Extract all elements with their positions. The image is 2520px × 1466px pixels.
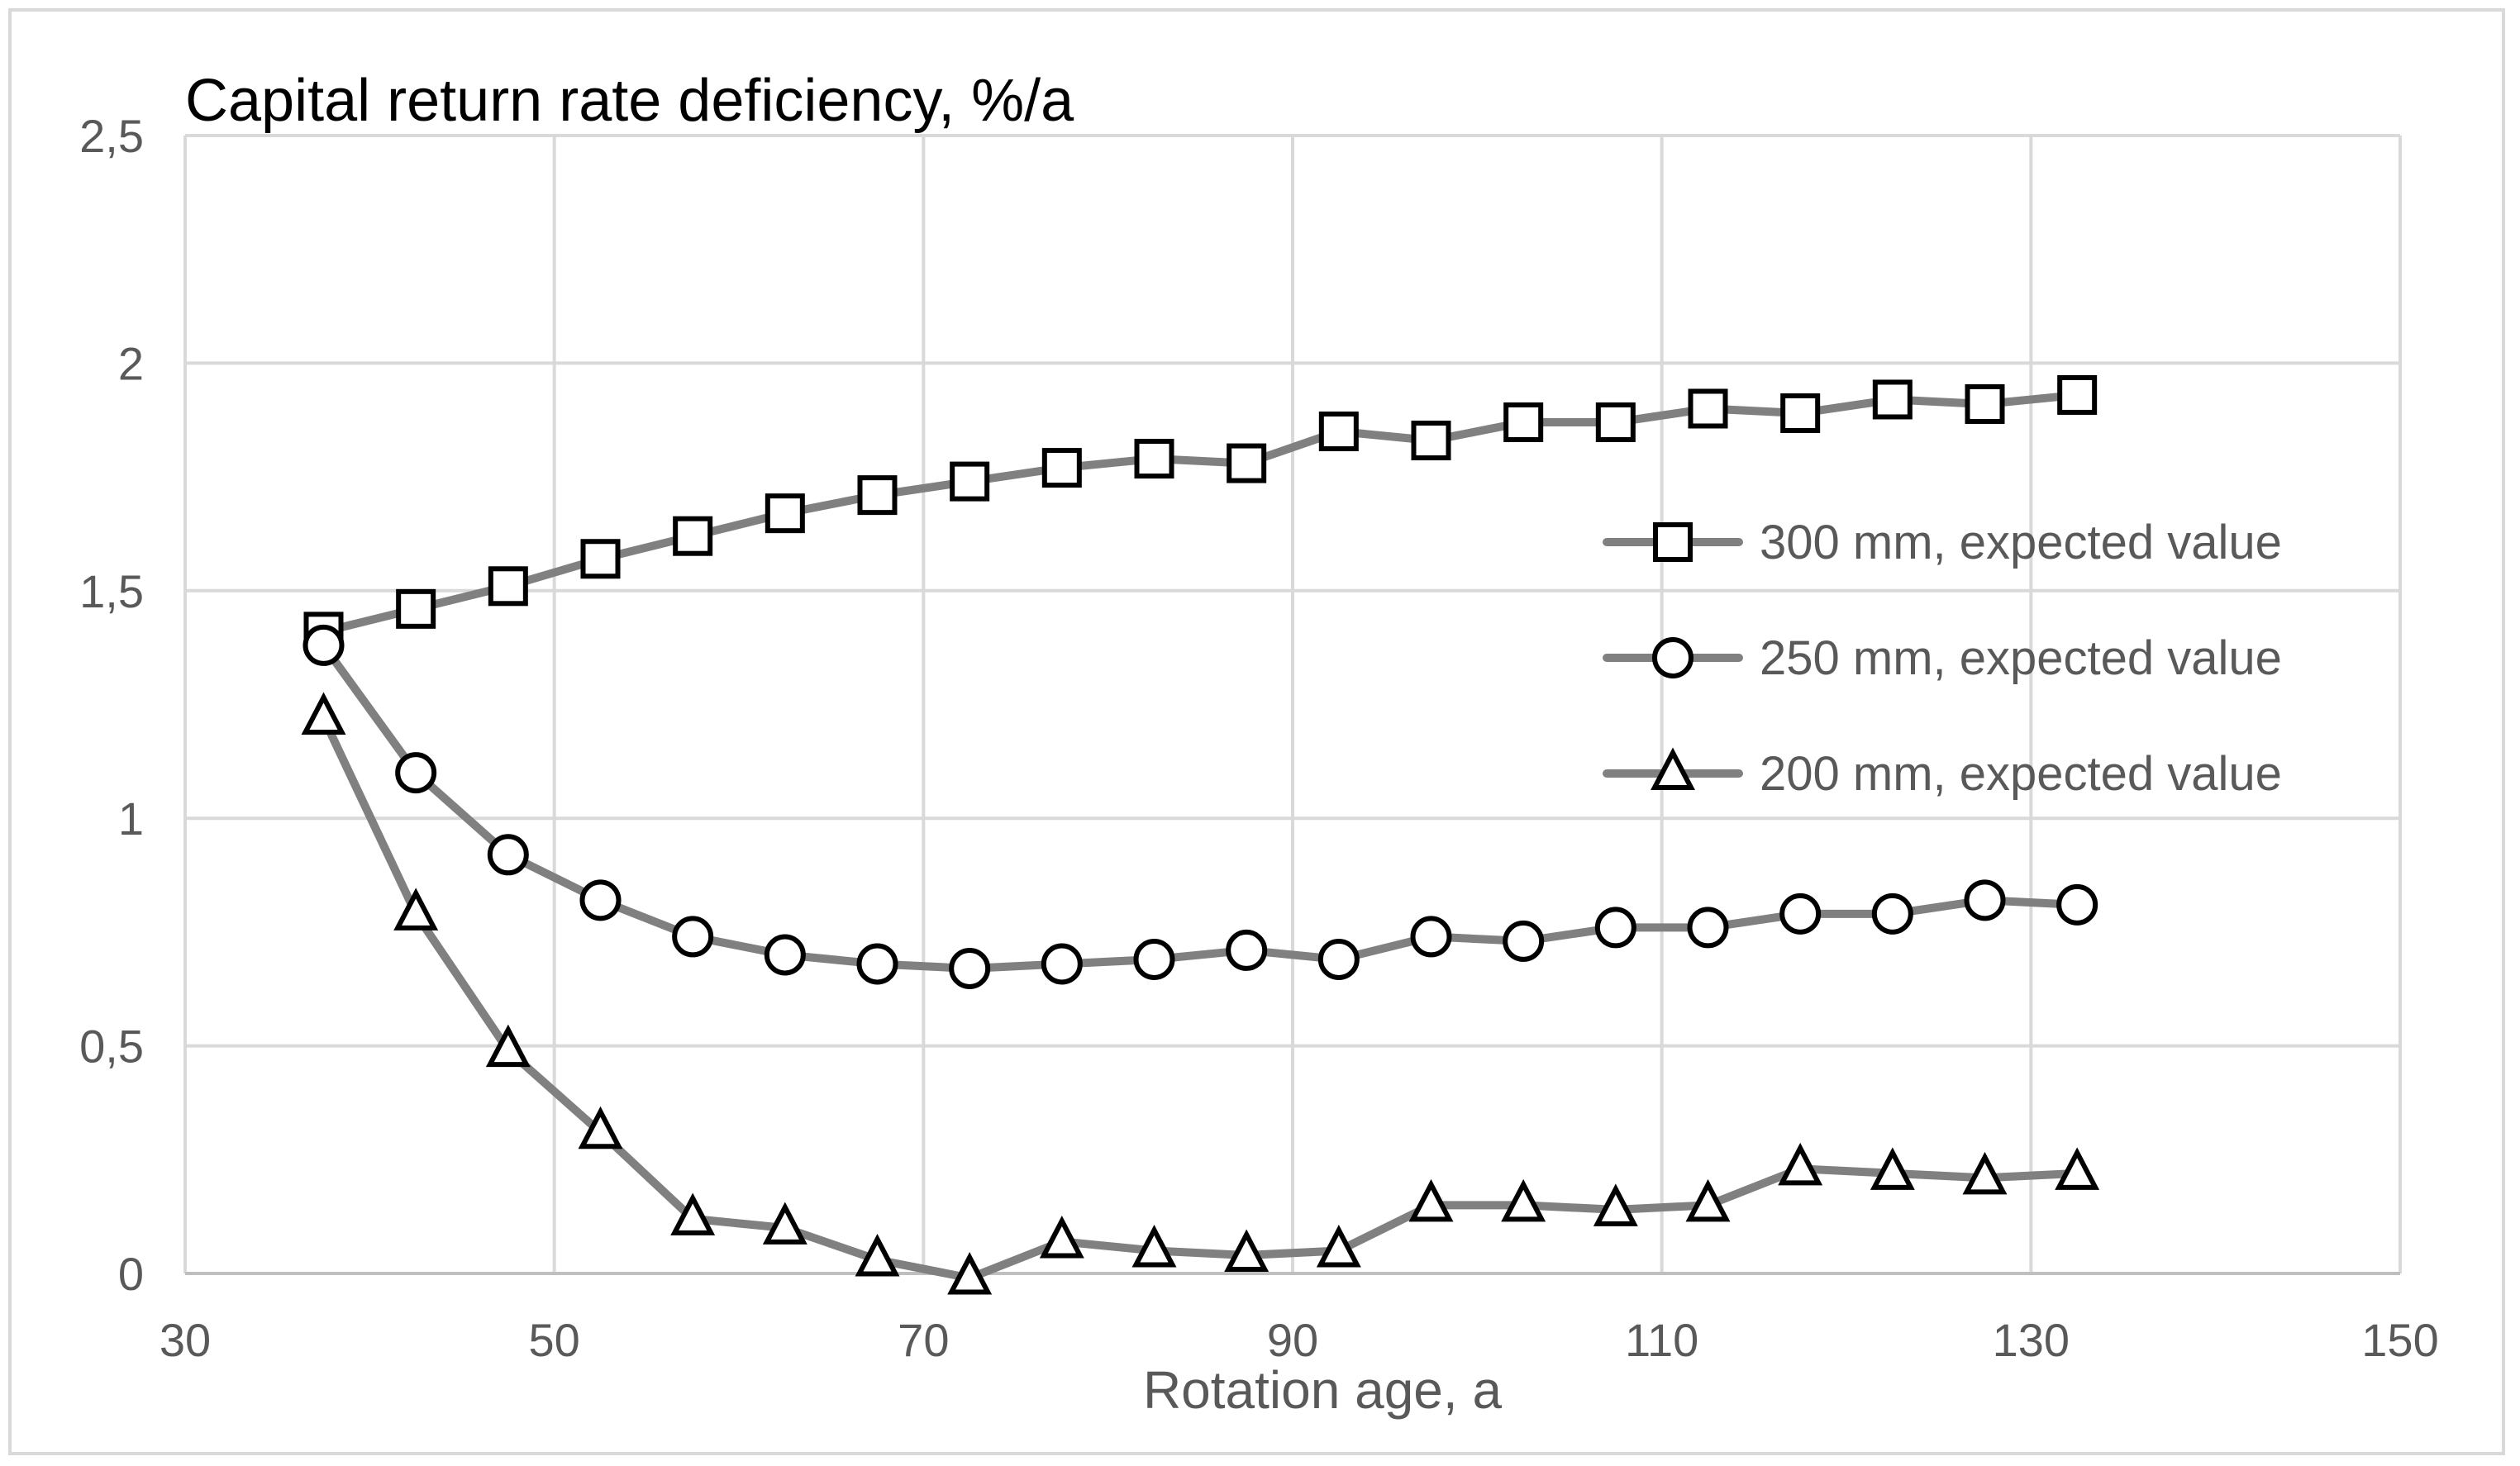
data-point-square (1595, 402, 1636, 443)
data-point-square (2057, 374, 2098, 415)
x-tick-label: 110 (1625, 1314, 1698, 1366)
data-point-triangle (947, 1252, 993, 1295)
series-layer (301, 374, 2100, 1295)
data-point-triangle (762, 1202, 807, 1245)
x-tick-label: 130 (1993, 1314, 2070, 1366)
data-point-circle (672, 916, 714, 958)
data-point-triangle (2055, 1147, 2100, 1190)
y-tick-label: 1,5 (79, 565, 144, 617)
data-point-circle (1594, 907, 1636, 949)
data-point-triangle (1593, 1183, 1638, 1226)
x-tick-label: 70 (898, 1314, 949, 1366)
y-tick-label: 1 (118, 792, 144, 845)
data-point-square (396, 588, 436, 629)
data-point-triangle (1316, 1224, 1361, 1268)
data-point-circle (1687, 907, 1729, 949)
data-point-triangle (578, 1106, 623, 1149)
data-point-circle (302, 624, 345, 666)
x-tick-label: 150 (2361, 1314, 2438, 1366)
series-square (303, 374, 2098, 652)
x-axis-label: Rotation age, a (1143, 1360, 1503, 1420)
legend-label: 250 mm, expected value (1760, 631, 2282, 685)
data-point-circle (1041, 943, 1083, 985)
data-point-circle (1226, 929, 1268, 971)
data-point-triangle (670, 1192, 716, 1235)
data-point-triangle (301, 692, 346, 735)
legend-item: 200 mm, expected value (1603, 747, 2282, 801)
data-point-square (1318, 412, 1359, 452)
data-point-square (580, 539, 621, 579)
y-tick-label: 0 (118, 1248, 144, 1300)
data-point-triangle (1778, 1142, 1823, 1186)
data-point-circle (2056, 883, 2098, 926)
legend-item: 300 mm, expected value (1603, 516, 2282, 569)
data-point-circle (1871, 892, 1913, 935)
y-tick-label: 2,5 (79, 110, 144, 162)
series-triangle (301, 692, 2100, 1295)
legend-label: 300 mm, expected value (1760, 516, 2282, 569)
data-point-square (1503, 402, 1544, 443)
legend: 300 mm, expected value 250 mm, expected v… (1603, 516, 2282, 801)
legend-item: 250 mm, expected value (1603, 631, 2282, 685)
x-tick-labels: 30 50 70 90 110 130 150 (160, 1314, 2439, 1366)
data-point-circle (579, 879, 622, 921)
legend-marker-triangle (1651, 747, 1695, 790)
data-point-circle (487, 834, 529, 876)
legend-marker-square (1653, 522, 1693, 562)
y-tick-labels: 0 0,5 1 1,5 2 2,5 (79, 110, 144, 1300)
data-point-square (857, 475, 898, 516)
data-point-circle (1410, 916, 1452, 958)
legend-marker-circle (1652, 637, 1693, 678)
data-point-square (1411, 421, 1451, 461)
data-point-circle (856, 943, 898, 985)
data-point-circle (1133, 938, 1175, 980)
data-point-triangle (1501, 1178, 1546, 1222)
x-tick-label: 90 (1267, 1314, 1318, 1366)
chart-frame: Capital return rate deficiency, %/a 0 0,5… (8, 8, 2505, 1455)
data-point-circle (764, 934, 806, 976)
series-circle (302, 624, 2098, 989)
chart-title: Capital return rate deficiency, %/a (185, 68, 1074, 134)
data-point-circle (1317, 938, 1360, 980)
legend-label: 200 mm, expected value (1760, 747, 2282, 801)
data-point-square (1965, 383, 2005, 424)
data-point-square (1872, 379, 1913, 420)
data-point-triangle (1224, 1229, 1270, 1272)
y-tick-label: 0,5 (79, 1021, 144, 1073)
data-point-circle (1964, 879, 2006, 921)
data-point-square (950, 461, 990, 502)
grid (183, 134, 2402, 1275)
data-point-circle (395, 752, 437, 794)
data-point-square (1688, 388, 1728, 429)
data-point-triangle (1131, 1224, 1177, 1268)
data-point-triangle (393, 888, 439, 931)
data-point-triangle (1408, 1178, 1454, 1222)
line-chart: Capital return rate deficiency, %/a 0 0,5… (79, 68, 2439, 1420)
data-point-square (1041, 448, 1082, 488)
data-point-triangle (1039, 1215, 1084, 1259)
data-point-square (1227, 443, 1267, 483)
data-point-square (1780, 393, 1821, 433)
data-point-square (1134, 439, 1174, 479)
x-tick-label: 30 (160, 1314, 211, 1366)
series-line (319, 714, 2082, 1283)
data-point-triangle (855, 1234, 900, 1277)
data-point-square (765, 493, 805, 534)
data-point-circle (949, 947, 991, 989)
data-point-circle (1779, 892, 1822, 935)
data-point-circle (1503, 920, 1545, 962)
data-point-triangle (1962, 1151, 2008, 1195)
data-point-triangle (1870, 1147, 1915, 1190)
data-point-square (488, 566, 528, 607)
data-point-triangle (1685, 1178, 1731, 1222)
data-point-triangle (485, 1024, 531, 1068)
y-tick-label: 2 (118, 337, 144, 389)
data-point-square (673, 516, 713, 556)
x-tick-label: 50 (529, 1314, 580, 1366)
